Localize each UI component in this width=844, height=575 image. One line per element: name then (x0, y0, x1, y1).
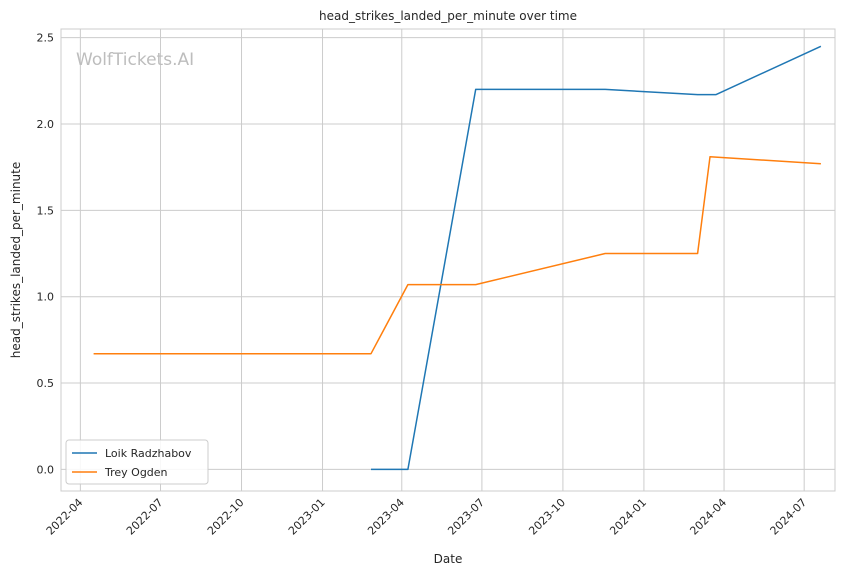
series-lines (93, 45, 822, 471)
x-axis-label: Date (434, 552, 463, 566)
legend-label-loik-radzhabov: Loik Radzhabov (105, 447, 192, 460)
grid (61, 29, 835, 491)
chart-title: head_strikes_landed_per_minute over time (319, 9, 577, 23)
y-tick-label: 1.0 (37, 291, 55, 304)
y-tick-label: 0.0 (37, 463, 55, 476)
y-tick-label: 2.5 (37, 32, 55, 45)
legend-label-trey-ogden: Trey Ogden (104, 466, 168, 479)
plot-area (60, 28, 836, 492)
watermark: WolfTickets.AI (76, 50, 194, 70)
series-line-trey-ogden (93, 156, 821, 355)
y-tick-label: 1.5 (37, 204, 55, 217)
y-tick-label: 0.5 (37, 377, 55, 390)
legend: Loik Radzhabov Trey Ogden (65, 439, 209, 485)
y-tick-label: 2.0 (37, 118, 55, 131)
legend-box (65, 439, 209, 485)
series-line-loik-radzhabov (371, 45, 822, 471)
y-axis-label: head_strikes_landed_per_minute (9, 162, 23, 359)
